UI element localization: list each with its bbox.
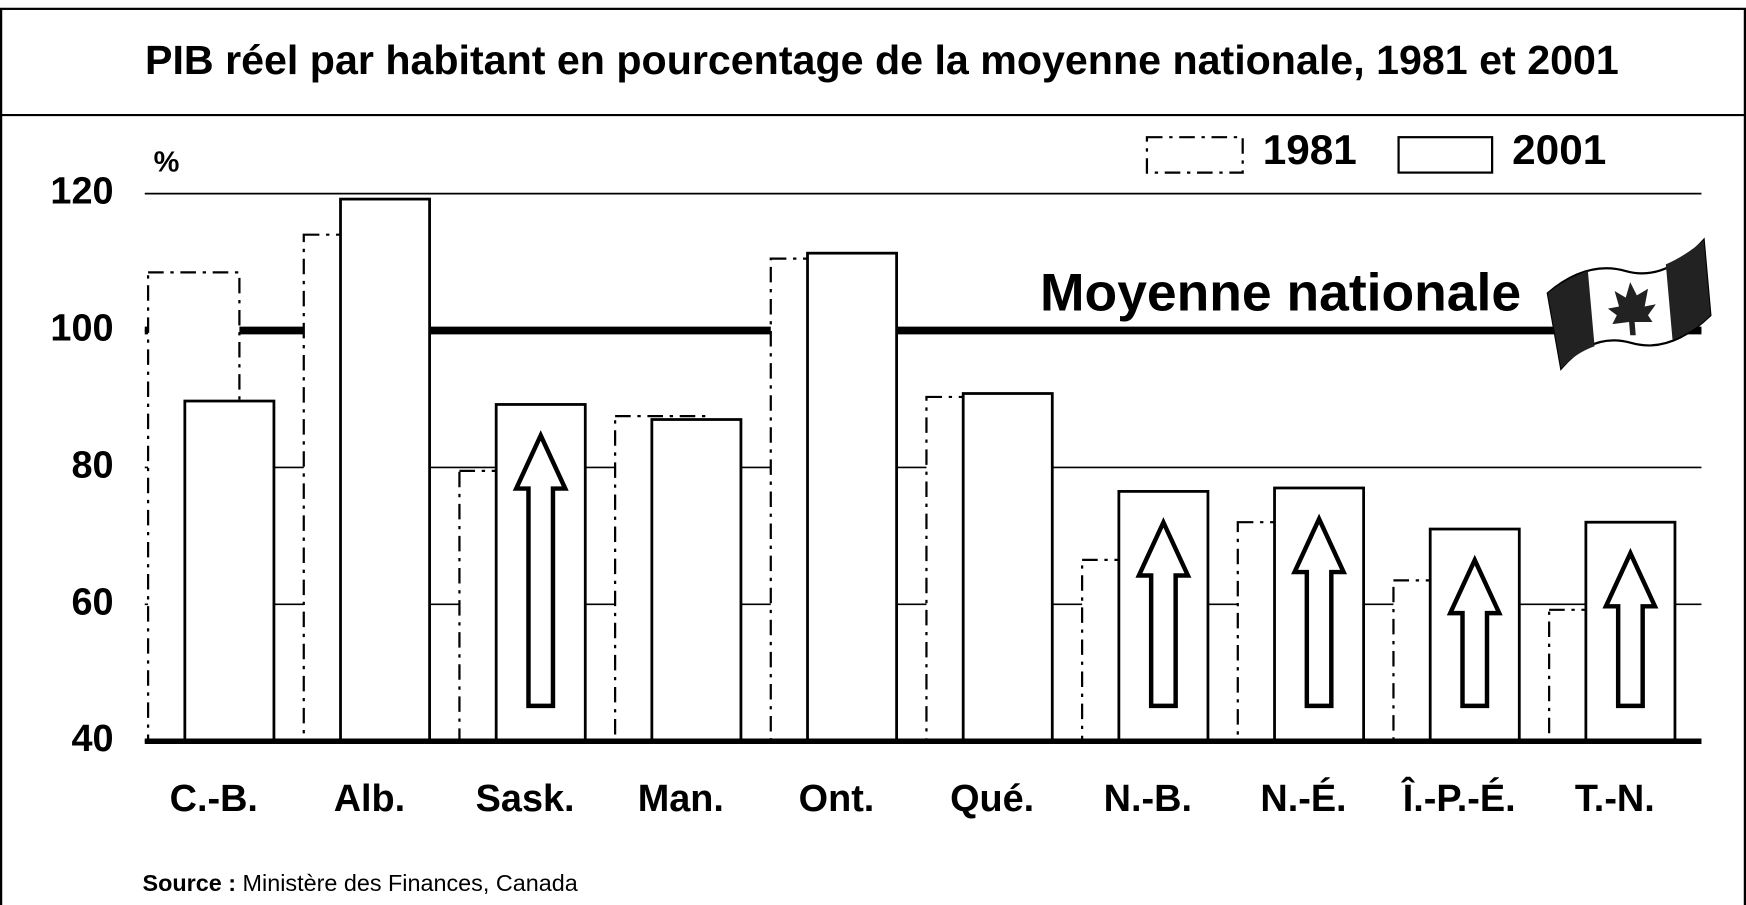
legend-swatch: [1397, 136, 1494, 174]
x-tick-label: Man.: [638, 777, 724, 819]
y-axis-label: %: [154, 146, 180, 178]
x-tick-label: T.-N.: [1575, 777, 1655, 819]
x-tick-label: Î.-P.-É.: [1401, 777, 1516, 819]
x-tick-label: Alb.: [334, 777, 405, 819]
bar: [183, 399, 276, 743]
arrow-icon: [1135, 517, 1192, 709]
y-tick-label: 120: [50, 170, 113, 212]
y-tick-label: 40: [71, 717, 113, 759]
source-label: Source :: [143, 870, 237, 896]
flag: [1546, 237, 1712, 371]
arrow-icon: [1446, 554, 1503, 709]
x-tick-label: N.-B.: [1104, 777, 1192, 819]
chart-title: PIB réel par habitant en pourcentage de …: [145, 37, 1619, 83]
arrow-icon: [1602, 547, 1659, 709]
y-tick-label: 60: [71, 580, 113, 622]
frame: [0, 7, 1746, 905]
legend-swatch: [1145, 136, 1244, 174]
x-tick-label: Qué.: [950, 777, 1034, 819]
legend-label: 1981: [1263, 126, 1357, 173]
y-tick-label: 80: [71, 443, 113, 485]
arrow-icon: [512, 430, 569, 709]
plot: 40 60 80 100 120 C.-B. Alb. Sask. Man. Ont. Qué. N.…: [50, 126, 1702, 819]
x-tick-label: N.-É.: [1260, 777, 1346, 819]
source: Source : Ministère des Finances, Canada: [143, 870, 578, 896]
x-tick-label: Ont.: [799, 777, 875, 819]
source-text: Ministère des Finances, Canada: [243, 870, 578, 896]
legend-label: 2001: [1512, 126, 1606, 173]
arrow-icon: [1291, 513, 1348, 709]
legend: 1981 2001: [1145, 126, 1606, 174]
bar: [650, 418, 743, 743]
x-tick-label: Sask.: [476, 777, 575, 819]
annotation: Moyenne nationale: [1040, 264, 1521, 323]
y-tick-label: 100: [50, 307, 113, 349]
x-tick-label: C.-B.: [170, 777, 258, 819]
bar: [961, 392, 1054, 743]
bar: [806, 251, 898, 743]
bar: [339, 197, 431, 743]
